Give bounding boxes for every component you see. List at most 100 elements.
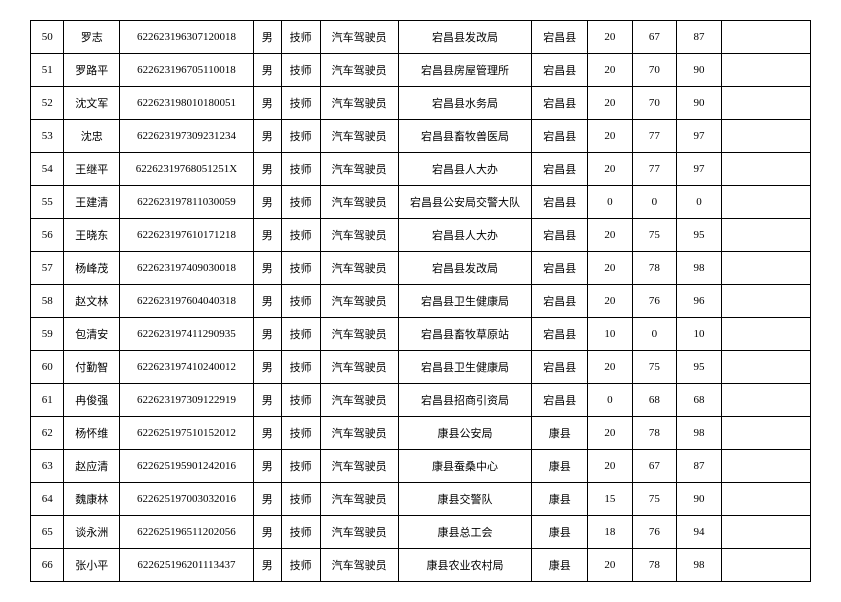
cell-remark xyxy=(721,219,810,252)
cell-s2: 67 xyxy=(632,21,677,54)
cell-occupation: 汽车驾驶员 xyxy=(320,21,398,54)
cell-id: 622623197309231234 xyxy=(120,120,254,153)
cell-id: 622625196201113437 xyxy=(120,549,254,582)
cell-id: 622623198010180051 xyxy=(120,87,254,120)
cell-gender: 男 xyxy=(253,417,281,450)
table-row: 52沈文军622623198010180051男技师汽车驾驶员宕昌县水务局宕昌县… xyxy=(31,87,811,120)
cell-s3: 98 xyxy=(677,549,722,582)
cell-s2: 76 xyxy=(632,516,677,549)
cell-level: 技师 xyxy=(281,54,320,87)
cell-s1: 10 xyxy=(588,318,633,351)
cell-county: 康县 xyxy=(532,483,588,516)
cell-level: 技师 xyxy=(281,384,320,417)
cell-name: 王继平 xyxy=(64,153,120,186)
cell-s2: 77 xyxy=(632,120,677,153)
cell-id: 62262319768051251X xyxy=(120,153,254,186)
cell-unit: 宕昌县畜牧草原站 xyxy=(398,318,532,351)
cell-name: 沈文军 xyxy=(64,87,120,120)
cell-name: 杨峰茂 xyxy=(64,252,120,285)
cell-level: 技师 xyxy=(281,186,320,219)
cell-idx: 51 xyxy=(31,54,64,87)
cell-level: 技师 xyxy=(281,120,320,153)
cell-level: 技师 xyxy=(281,351,320,384)
cell-name: 杨怀维 xyxy=(64,417,120,450)
cell-level: 技师 xyxy=(281,417,320,450)
cell-occupation: 汽车驾驶员 xyxy=(320,186,398,219)
table-row: 56王晓东622623197610171218男技师汽车驾驶员宕昌县人大办宕昌县… xyxy=(31,219,811,252)
cell-id: 622623197409030018 xyxy=(120,252,254,285)
cell-gender: 男 xyxy=(253,351,281,384)
cell-county: 宕昌县 xyxy=(532,318,588,351)
table-row: 58赵文林622623197604040318男技师汽车驾驶员宕昌县卫生健康局宕… xyxy=(31,285,811,318)
cell-occupation: 汽车驾驶员 xyxy=(320,549,398,582)
cell-level: 技师 xyxy=(281,318,320,351)
cell-s2: 75 xyxy=(632,219,677,252)
cell-s1: 20 xyxy=(588,54,633,87)
cell-level: 技师 xyxy=(281,450,320,483)
table-row: 51罗路平622623196705110018男技师汽车驾驶员宕昌县房屋管理所宕… xyxy=(31,54,811,87)
cell-id: 622625197003032016 xyxy=(120,483,254,516)
data-table: 50罗志622623196307120018男技师汽车驾驶员宕昌县发改局宕昌县2… xyxy=(30,20,811,582)
cell-id: 622623197604040318 xyxy=(120,285,254,318)
cell-s1: 20 xyxy=(588,549,633,582)
cell-unit: 康县交警队 xyxy=(398,483,532,516)
cell-s2: 75 xyxy=(632,351,677,384)
cell-s1: 0 xyxy=(588,186,633,219)
cell-idx: 55 xyxy=(31,186,64,219)
cell-unit: 宕昌县公安局交警大队 xyxy=(398,186,532,219)
cell-name: 魏康林 xyxy=(64,483,120,516)
cell-s1: 20 xyxy=(588,219,633,252)
cell-s3: 94 xyxy=(677,516,722,549)
cell-s2: 67 xyxy=(632,450,677,483)
cell-remark xyxy=(721,549,810,582)
cell-s1: 18 xyxy=(588,516,633,549)
cell-idx: 59 xyxy=(31,318,64,351)
cell-id: 622625196511202056 xyxy=(120,516,254,549)
cell-name: 沈忠 xyxy=(64,120,120,153)
cell-county: 宕昌县 xyxy=(532,186,588,219)
cell-name: 付勤智 xyxy=(64,351,120,384)
cell-s2: 78 xyxy=(632,417,677,450)
cell-level: 技师 xyxy=(281,549,320,582)
cell-s1: 20 xyxy=(588,450,633,483)
table-row: 60付勤智622623197410240012男技师汽车驾驶员宕昌县卫生健康局宕… xyxy=(31,351,811,384)
cell-s2: 76 xyxy=(632,285,677,318)
cell-unit: 宕昌县畜牧兽医局 xyxy=(398,120,532,153)
cell-unit: 宕昌县发改局 xyxy=(398,252,532,285)
cell-county: 宕昌县 xyxy=(532,87,588,120)
cell-unit: 宕昌县人大办 xyxy=(398,219,532,252)
cell-remark xyxy=(721,153,810,186)
cell-s3: 98 xyxy=(677,252,722,285)
cell-gender: 男 xyxy=(253,450,281,483)
cell-s2: 70 xyxy=(632,87,677,120)
cell-name: 王晓东 xyxy=(64,219,120,252)
cell-idx: 66 xyxy=(31,549,64,582)
cell-level: 技师 xyxy=(281,285,320,318)
cell-county: 宕昌县 xyxy=(532,285,588,318)
cell-remark xyxy=(721,186,810,219)
cell-unit: 康县农业农村局 xyxy=(398,549,532,582)
cell-idx: 60 xyxy=(31,351,64,384)
cell-unit: 康县公安局 xyxy=(398,417,532,450)
cell-idx: 57 xyxy=(31,252,64,285)
cell-gender: 男 xyxy=(253,21,281,54)
cell-unit: 宕昌县发改局 xyxy=(398,21,532,54)
cell-remark xyxy=(721,87,810,120)
cell-s2: 0 xyxy=(632,318,677,351)
cell-gender: 男 xyxy=(253,87,281,120)
cell-idx: 54 xyxy=(31,153,64,186)
cell-idx: 50 xyxy=(31,21,64,54)
cell-s1: 0 xyxy=(588,384,633,417)
table-row: 63赵应清622625195901242016男技师汽车驾驶员康县蚕桑中心康县2… xyxy=(31,450,811,483)
table-row: 53沈忠622623197309231234男技师汽车驾驶员宕昌县畜牧兽医局宕昌… xyxy=(31,120,811,153)
cell-occupation: 汽车驾驶员 xyxy=(320,351,398,384)
cell-s3: 90 xyxy=(677,87,722,120)
cell-name: 赵文林 xyxy=(64,285,120,318)
cell-level: 技师 xyxy=(281,252,320,285)
cell-s3: 95 xyxy=(677,351,722,384)
cell-occupation: 汽车驾驶员 xyxy=(320,483,398,516)
cell-s3: 90 xyxy=(677,54,722,87)
cell-occupation: 汽车驾驶员 xyxy=(320,318,398,351)
cell-gender: 男 xyxy=(253,516,281,549)
cell-s3: 97 xyxy=(677,120,722,153)
